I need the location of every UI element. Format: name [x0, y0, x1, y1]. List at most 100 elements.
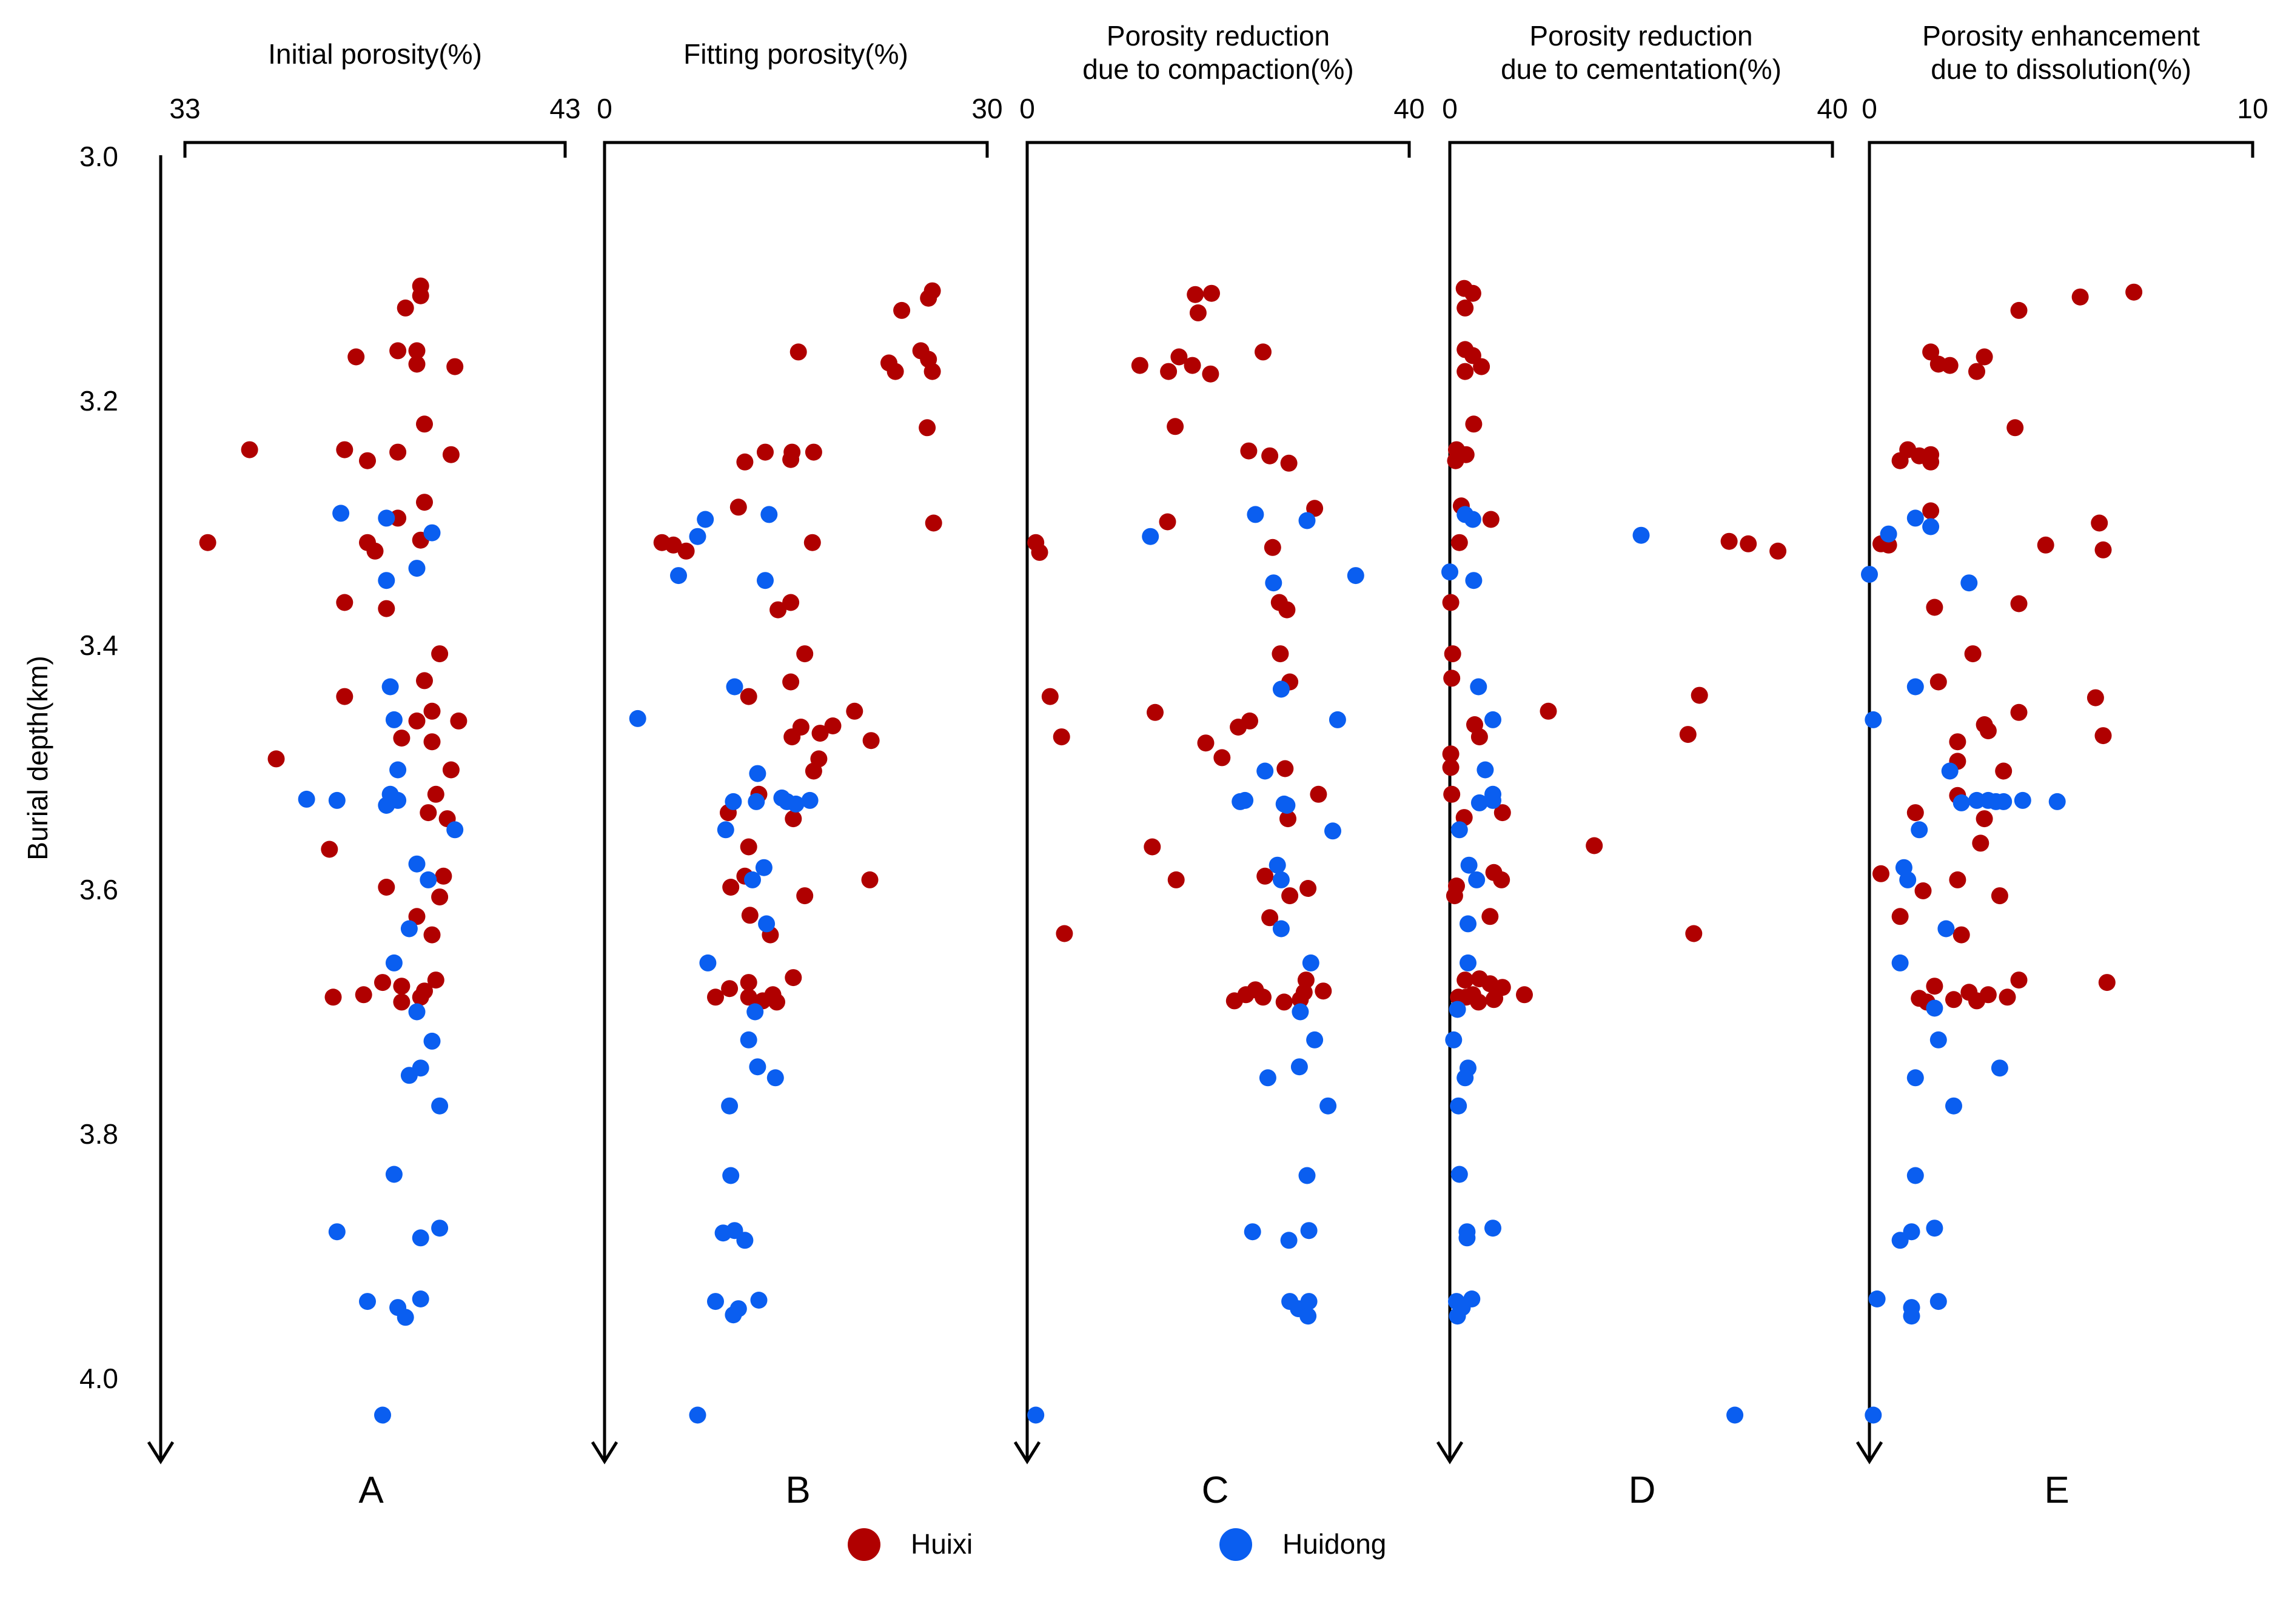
legend-item-huidong: Huidong	[1219, 1528, 1386, 1561]
huidong-point	[1324, 822, 1341, 840]
huixi-point	[374, 974, 391, 992]
huixi-point	[1197, 734, 1215, 752]
huixi-point	[1442, 745, 1460, 763]
huidong-point	[1244, 1223, 1261, 1241]
huixi-point	[1769, 542, 1787, 560]
huidong-point	[328, 1223, 346, 1241]
huidong-point	[446, 821, 464, 839]
huidong-point	[1911, 821, 1928, 839]
huidong-point	[385, 954, 403, 971]
huixi-point	[199, 534, 216, 551]
huixi-point	[707, 988, 724, 1006]
huixi-point	[2091, 514, 2108, 532]
huixi-point	[1261, 909, 1279, 927]
huidong-point	[760, 506, 778, 523]
huixi-point	[450, 712, 468, 730]
huixi-point	[420, 804, 437, 822]
huixi-point	[796, 645, 814, 663]
huixi-point	[1315, 982, 1332, 1000]
huixi-point	[1255, 343, 1272, 361]
huixi-point	[2010, 595, 2028, 612]
huixi-point	[431, 645, 449, 663]
huidong-point	[431, 1097, 449, 1115]
huidong-point	[757, 572, 774, 589]
huixi-legend-marker	[848, 1528, 880, 1561]
huidong-point	[1899, 871, 1917, 888]
huidong-point	[408, 1003, 426, 1021]
huixi-point	[1470, 728, 1488, 746]
huixi-point	[1586, 837, 1603, 854]
huixi-point	[665, 536, 682, 554]
huidong-point	[1865, 711, 1882, 728]
huidong-point	[1906, 1167, 1924, 1184]
huixi-point	[1926, 978, 1943, 995]
y-axis-ticks: 3.0 3.2 3.4 3.6 3.8 4.0	[79, 141, 118, 1394]
huixi-point	[1159, 513, 1176, 531]
huidong-point	[420, 871, 437, 888]
huixi-point	[1187, 286, 1204, 303]
huidong-point	[725, 793, 742, 810]
huixi-point	[1482, 511, 1500, 528]
huixi-point	[1278, 601, 1296, 619]
huidong-point	[1632, 526, 1650, 544]
huixi-point	[1230, 719, 1247, 736]
huidong-point	[1868, 1290, 1886, 1307]
huixi-point	[1275, 993, 1293, 1011]
huidong-point	[1922, 518, 1940, 535]
huixi-point	[2071, 288, 2089, 306]
huixi-point	[378, 600, 395, 617]
huixi-point	[241, 441, 258, 458]
huidong-point	[750, 1292, 768, 1309]
huixi-point	[1031, 543, 1048, 561]
huixi-point	[1926, 599, 1943, 616]
huixi-point	[729, 498, 747, 516]
y-tick-label: 3.0	[79, 141, 118, 172]
x-tick-label: 43	[549, 93, 580, 124]
legend: Huixi Huidong	[848, 1528, 1386, 1561]
huidong-point	[1861, 566, 1878, 583]
huidong-point	[1306, 1031, 1324, 1049]
huidong-legend-label: Huidong	[1282, 1528, 1386, 1560]
huixi-point	[1240, 442, 1258, 460]
huidong-point	[1256, 762, 1274, 780]
huidong-point	[748, 793, 765, 810]
huixi-point	[427, 971, 444, 989]
huixi-point	[389, 342, 407, 360]
huidong-point	[431, 1220, 449, 1237]
huidong-point	[1450, 1166, 1468, 1183]
huidong-point	[423, 1032, 441, 1050]
huidong-point	[1319, 1097, 1337, 1115]
huixi-point	[785, 810, 802, 828]
huixi-point	[782, 594, 800, 611]
huidong-point	[298, 790, 315, 808]
huixi-point	[925, 514, 942, 532]
huidong-point	[381, 678, 399, 696]
huixi-point	[416, 672, 433, 690]
huixi-point	[1740, 535, 1757, 552]
huixi-point	[336, 688, 354, 705]
huidong-point	[359, 1293, 376, 1310]
huixi-point	[2037, 536, 2054, 554]
huixi-point	[1203, 284, 1220, 302]
x-tick-label: 0	[1862, 93, 1877, 124]
huixi-point	[1473, 358, 1490, 375]
huixi-point	[757, 443, 774, 461]
huixi-point	[2087, 689, 2104, 706]
huixi-point	[1914, 882, 1932, 899]
huidong-point	[1991, 1059, 2008, 1077]
huixi-point	[1160, 363, 1178, 380]
huidong-point	[801, 791, 819, 809]
panel-letter: E	[2044, 1469, 2069, 1511]
huixi-point	[785, 969, 802, 987]
huidong-point	[1458, 1229, 1476, 1247]
huidong-point	[385, 1166, 403, 1183]
huidong-point	[629, 710, 646, 727]
huidong-point	[1952, 794, 1970, 811]
huidong-point	[1470, 678, 1487, 696]
huixi-point	[1929, 673, 1947, 691]
y-tick-label: 3.2	[79, 385, 118, 417]
huidong-point	[689, 1406, 706, 1424]
y-tick-label: 3.6	[79, 874, 118, 905]
